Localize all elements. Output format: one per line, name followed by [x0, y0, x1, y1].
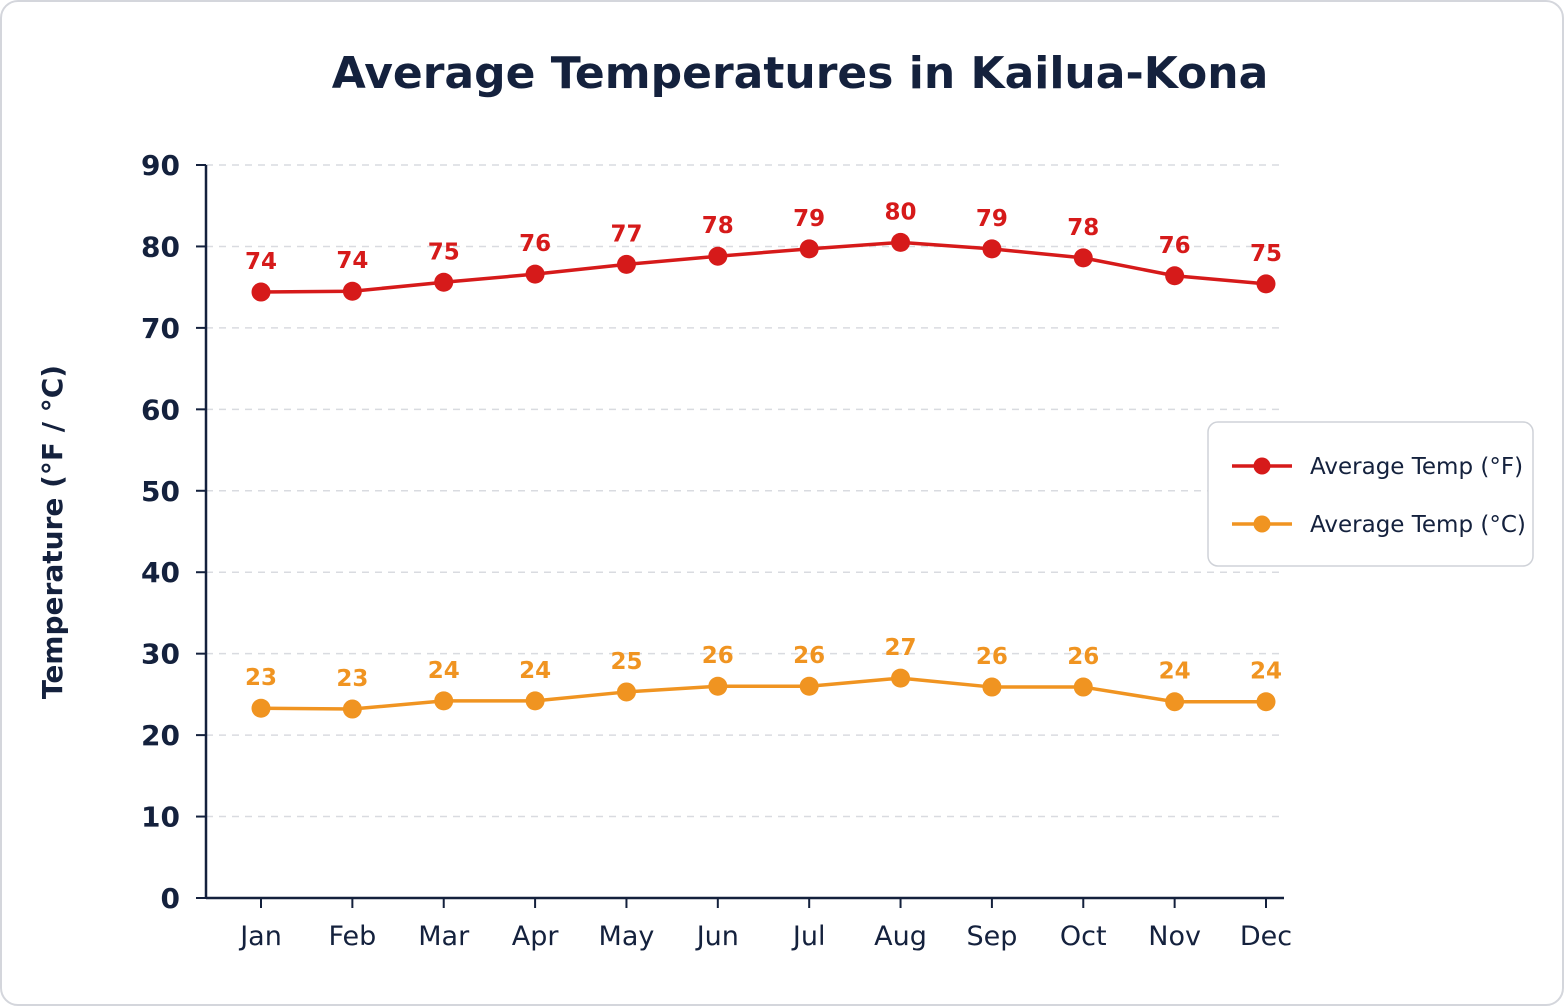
data-label: 25 — [610, 649, 642, 675]
data-point — [1256, 274, 1276, 294]
data-point — [342, 699, 362, 719]
x-tick-label: Feb — [328, 921, 376, 952]
y-tick-label: 50 — [141, 475, 180, 508]
legend-marker — [1253, 515, 1271, 533]
legend-box — [1207, 421, 1534, 567]
series-line — [260, 240, 1267, 294]
legend-label: Average Temp (°F) — [1310, 454, 1523, 480]
x-tick-label: Apr — [512, 921, 560, 952]
x-tick-label: Jul — [791, 921, 826, 952]
x-tick-label: Sep — [966, 921, 1017, 952]
data-point — [525, 264, 545, 284]
series-fahrenheit: 74 74 75 76 77 78 79 80 79 78 76 75 — [245, 199, 1282, 302]
legend-marker — [1253, 457, 1271, 475]
data-label: 77 — [610, 221, 642, 247]
data-label: 78 — [702, 213, 734, 239]
y-tick-label: 40 — [141, 556, 180, 589]
data-point — [434, 272, 454, 292]
series-group: 74 74 75 76 77 78 79 80 79 78 76 75 23 23 24 24 25 26 26 27… — [245, 199, 1282, 719]
gridlines — [206, 164, 1284, 818]
data-label: 79 — [793, 206, 825, 232]
data-point — [982, 677, 1002, 697]
data-point — [616, 254, 636, 274]
data-point — [799, 239, 819, 259]
legend-item: Average Temp (°C) — [1232, 512, 1526, 538]
x-tick-label: Jan — [238, 921, 282, 952]
data-label: 26 — [1067, 644, 1099, 670]
y-axis-label: Temperature (°F / °C) — [36, 365, 69, 699]
data-label: 24 — [1159, 659, 1191, 685]
data-label: 76 — [1159, 233, 1191, 259]
data-label: 26 — [793, 643, 825, 669]
data-point — [982, 239, 1002, 259]
x-tick-label: Aug — [874, 921, 927, 952]
y-tick-label: 10 — [141, 801, 180, 834]
data-point — [525, 691, 545, 711]
y-ticks: 0 10 20 30 40 50 60 70 80 90 — [141, 149, 206, 915]
y-tick-label: 80 — [141, 230, 180, 263]
data-point — [1073, 677, 1093, 697]
data-label: 24 — [519, 658, 551, 684]
x-tick-label: Mar — [418, 921, 470, 952]
data-label: 24 — [428, 658, 460, 684]
y-tick-label: 0 — [161, 882, 180, 915]
data-point — [891, 668, 911, 688]
x-tick-label: May — [599, 921, 655, 952]
data-label: 23 — [336, 666, 368, 692]
data-label: 75 — [428, 239, 460, 265]
data-label: 74 — [245, 249, 277, 275]
x-tick-label: Dec — [1240, 921, 1292, 952]
data-point — [708, 676, 728, 696]
legend: Average Temp (°F) Average Temp (°C) — [1207, 421, 1534, 567]
x-ticks: Jan Feb Mar Apr May Jun Jul Aug Sep Oct Nov Dec — [238, 898, 1292, 952]
data-point — [342, 281, 362, 301]
data-label: 78 — [1067, 215, 1099, 241]
legend-label: Average Temp (°C) — [1310, 512, 1526, 538]
data-label: 27 — [885, 635, 917, 661]
data-label: 75 — [1250, 241, 1282, 267]
data-point — [251, 698, 271, 718]
legend-item: Average Temp (°F) — [1232, 454, 1523, 480]
data-point — [616, 682, 636, 702]
chart-title: Average Temperatures in Kailua-Kona — [332, 48, 1269, 99]
data-point — [891, 232, 911, 252]
x-tick-label: Oct — [1060, 921, 1107, 952]
y-tick-label: 30 — [141, 638, 180, 671]
series-celsius: 23 23 24 24 25 26 26 27 26 26 24 24 — [245, 635, 1282, 719]
y-tick-label: 90 — [141, 149, 180, 182]
data-label: 76 — [519, 231, 551, 257]
y-tick-label: 60 — [141, 393, 180, 426]
data-point — [708, 246, 728, 266]
axes — [204, 165, 1284, 900]
data-label: 26 — [702, 643, 734, 669]
data-label: 74 — [336, 248, 368, 274]
data-label: 79 — [976, 206, 1008, 232]
data-point — [1165, 692, 1185, 712]
y-tick-label: 70 — [141, 312, 180, 345]
x-tick-label: Jun — [695, 921, 739, 952]
y-tick-label: 20 — [141, 719, 180, 752]
data-point — [1256, 692, 1276, 712]
data-point — [1073, 248, 1093, 268]
data-label: 26 — [976, 644, 1008, 670]
data-point — [251, 282, 271, 302]
data-label: 24 — [1250, 659, 1282, 685]
data-label: 80 — [885, 199, 917, 225]
series-line — [260, 676, 1266, 711]
x-tick-label: Nov — [1148, 921, 1201, 952]
data-label: 23 — [245, 665, 277, 691]
data-point — [1165, 266, 1185, 286]
data-point — [799, 676, 819, 696]
data-point — [434, 691, 454, 711]
